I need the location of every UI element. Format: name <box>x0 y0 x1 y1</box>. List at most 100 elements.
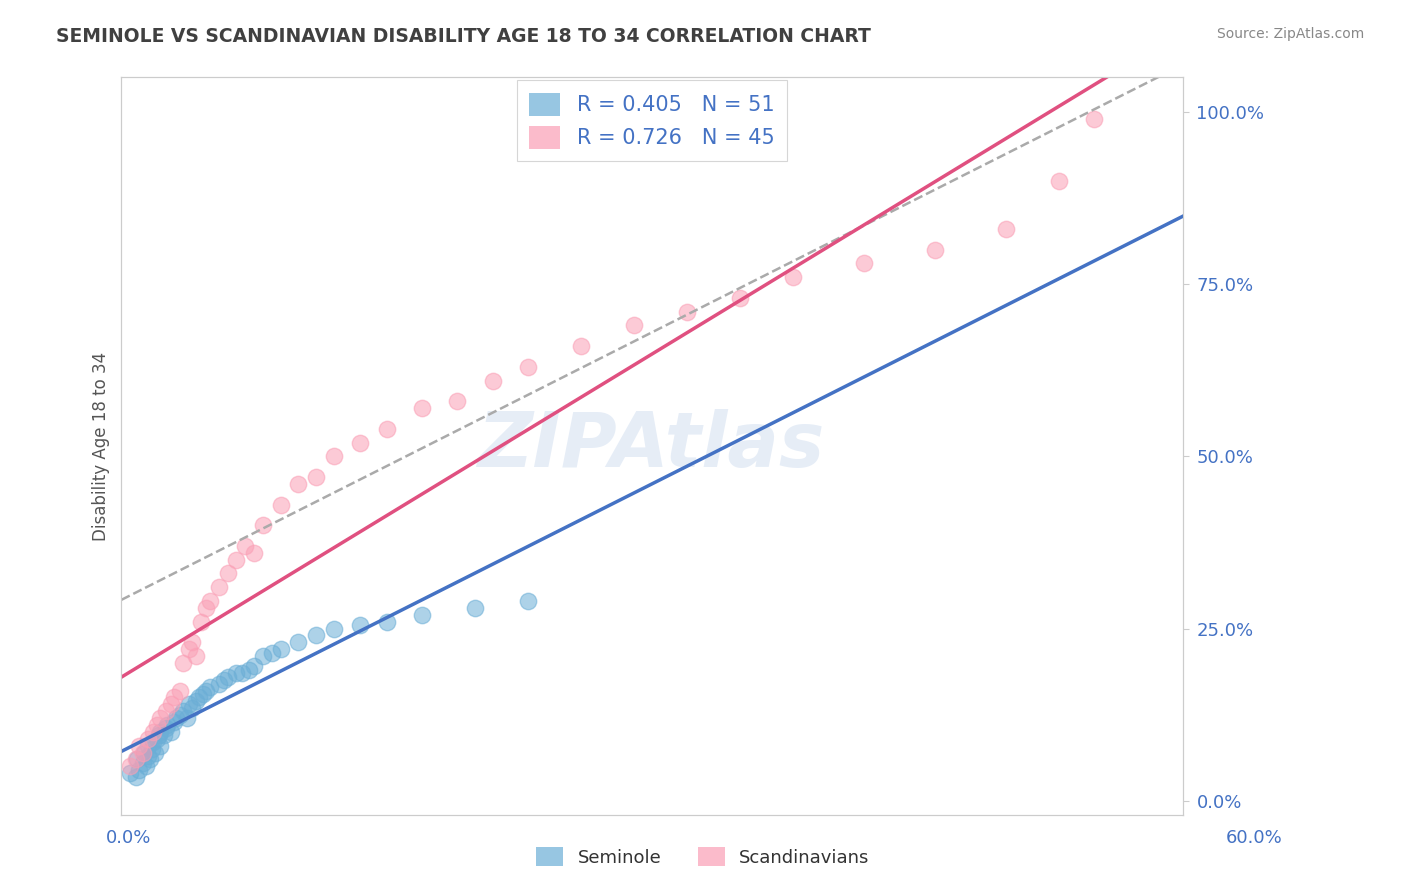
Point <box>782 270 804 285</box>
Point <box>446 394 468 409</box>
Point <box>233 539 256 553</box>
Point <box>131 746 153 760</box>
Point <box>208 580 231 594</box>
Point <box>149 711 172 725</box>
Point <box>136 731 159 746</box>
Point <box>146 718 169 732</box>
Text: Source: ZipAtlas.com: Source: ZipAtlas.com <box>1216 27 1364 41</box>
Point <box>225 552 247 566</box>
Point <box>623 318 645 333</box>
Point <box>120 759 142 773</box>
Point <box>148 728 170 742</box>
Point <box>375 422 398 436</box>
Point <box>172 656 194 670</box>
Point <box>160 725 183 739</box>
Text: SEMINOLE VS SCANDINAVIAN DISABILITY AGE 18 TO 34 CORRELATION CHART: SEMINOLE VS SCANDINAVIAN DISABILITY AGE … <box>56 27 872 45</box>
Point <box>243 659 266 673</box>
Point <box>322 450 344 464</box>
Point <box>287 635 309 649</box>
Point <box>143 746 166 760</box>
Point <box>1047 174 1070 188</box>
Point <box>120 766 142 780</box>
Point <box>198 680 221 694</box>
Point <box>169 707 191 722</box>
Point <box>305 628 328 642</box>
Point <box>181 635 204 649</box>
Point <box>142 735 165 749</box>
Point <box>156 718 179 732</box>
Point <box>349 618 371 632</box>
Point <box>853 256 876 270</box>
Point <box>482 374 505 388</box>
Point <box>149 725 172 739</box>
Point <box>177 642 200 657</box>
Point <box>155 704 177 718</box>
Legend: Seminole, Scandinavians: Seminole, Scandinavians <box>529 840 877 874</box>
Point <box>128 763 150 777</box>
Point <box>195 683 218 698</box>
Point <box>169 683 191 698</box>
Point <box>208 676 231 690</box>
Point <box>190 615 212 629</box>
Point <box>517 594 540 608</box>
Point <box>730 291 752 305</box>
Point <box>238 663 260 677</box>
Point <box>994 222 1017 236</box>
Point <box>252 649 274 664</box>
Point <box>195 600 218 615</box>
Point <box>924 243 946 257</box>
Point <box>160 698 183 712</box>
Point <box>191 687 214 701</box>
Legend: R = 0.405   N = 51, R = 0.726   N = 45: R = 0.405 N = 51, R = 0.726 N = 45 <box>516 80 787 161</box>
Point <box>676 304 699 318</box>
Point <box>517 359 540 374</box>
Point <box>165 711 187 725</box>
Point <box>322 622 344 636</box>
Point <box>287 476 309 491</box>
Point <box>188 690 211 705</box>
Point <box>270 642 292 657</box>
Point <box>142 725 165 739</box>
Point <box>131 756 153 770</box>
Point <box>569 339 592 353</box>
Text: 60.0%: 60.0% <box>1226 829 1282 847</box>
Text: 0.0%: 0.0% <box>105 829 150 847</box>
Point <box>138 752 160 766</box>
Point <box>128 739 150 753</box>
Point <box>252 518 274 533</box>
Point <box>231 666 253 681</box>
Point <box>135 759 157 773</box>
Point <box>349 435 371 450</box>
Point <box>270 498 292 512</box>
Point <box>163 690 186 705</box>
Text: ZIPAtlas: ZIPAtlas <box>478 409 825 483</box>
Point <box>184 694 207 708</box>
Point <box>124 770 146 784</box>
Point <box>411 401 433 416</box>
Point <box>176 711 198 725</box>
Point <box>184 649 207 664</box>
Point <box>411 607 433 622</box>
Point <box>305 470 328 484</box>
Point <box>217 566 239 581</box>
Point <box>217 670 239 684</box>
Y-axis label: Disability Age 18 to 34: Disability Age 18 to 34 <box>93 351 110 541</box>
Point <box>225 666 247 681</box>
Point <box>136 749 159 764</box>
Point <box>155 722 177 736</box>
Point <box>181 700 204 714</box>
Point <box>153 728 176 742</box>
Point <box>149 739 172 753</box>
Point <box>141 742 163 756</box>
Point <box>243 546 266 560</box>
Point <box>198 594 221 608</box>
Point <box>212 673 235 688</box>
Point <box>177 698 200 712</box>
Point <box>375 615 398 629</box>
Point <box>1083 112 1105 126</box>
Point <box>134 746 156 760</box>
Point <box>127 752 149 766</box>
Point <box>464 600 486 615</box>
Point <box>136 739 159 753</box>
Point <box>172 704 194 718</box>
